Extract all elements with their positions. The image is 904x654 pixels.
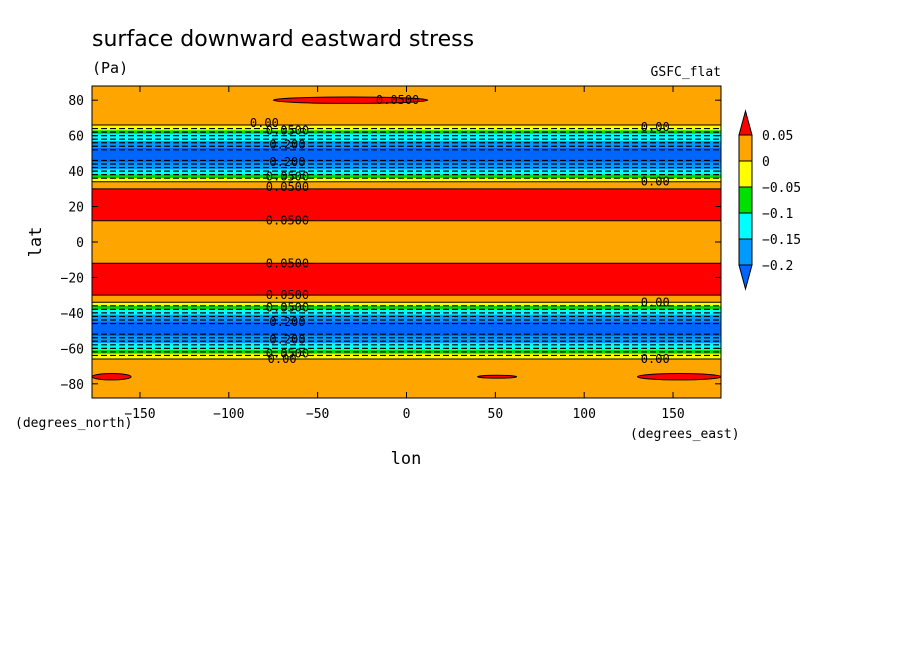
colorbar-label: −0.1	[762, 207, 793, 222]
colorbar-extend-top	[738, 109, 753, 136]
contour-band	[92, 130, 721, 135]
chart-units: (Pa)	[92, 59, 128, 77]
contour-label: 0.00	[641, 295, 670, 309]
x-tick-label: 150	[661, 407, 684, 422]
contour-band	[92, 220, 721, 264]
contour-band	[92, 335, 721, 344]
contour-band	[92, 178, 721, 183]
contour-label: 0.0500	[266, 214, 309, 228]
x-tick-label: 50	[488, 407, 504, 422]
y-tick-label: 0	[76, 236, 84, 251]
contour-band	[92, 148, 721, 163]
contour-label: 0.200	[269, 315, 305, 329]
y-tick-label: 80	[68, 94, 84, 109]
colorbar: 0.05 0 −0.05 −0.1 −0.15 −0.2	[738, 109, 801, 291]
y-tick-label: 40	[68, 165, 84, 180]
colorbar-label: 0	[762, 155, 770, 170]
contour-label: 0.200	[269, 138, 305, 152]
contour-band	[92, 321, 721, 337]
y-tick-label: 20	[68, 201, 84, 216]
contour-band	[92, 343, 721, 351]
contour-band	[92, 314, 721, 323]
x-tick-label: 0	[403, 407, 411, 422]
x-axis-units: (degrees_east)	[630, 427, 740, 442]
y-axis-units: (degrees_north)	[15, 416, 132, 431]
contour-label: 0.0500	[266, 123, 309, 137]
x-tick-label: −50	[306, 407, 329, 422]
colorbar-segment	[738, 160, 753, 188]
contour-band	[92, 309, 721, 316]
y-tick-label: −20	[61, 271, 84, 286]
contour-label: 0.0500	[266, 180, 309, 194]
contour-band	[92, 188, 721, 222]
contour-label: 0.200	[269, 333, 305, 347]
contour-label: 0.00	[641, 352, 670, 366]
chart-source: GSFC_flat	[651, 65, 721, 80]
x-tick-label: −100	[213, 407, 244, 422]
contour-band	[92, 140, 721, 149]
contour-label: 0.00	[250, 116, 279, 130]
contour-label: 0.0500	[266, 347, 309, 361]
colorbar-label: 0.05	[762, 129, 793, 144]
contour-band	[92, 302, 721, 307]
contour-band	[92, 263, 721, 296]
colorbar-segment	[738, 186, 753, 214]
colorbar-label: −0.2	[762, 259, 793, 274]
contour-patch	[91, 373, 132, 381]
y-tick-label: −80	[61, 378, 84, 393]
contour-label: 0.00	[641, 175, 670, 189]
contour-band	[92, 305, 721, 310]
contour-band	[92, 86, 721, 126]
x-axis-label: lon	[391, 449, 422, 469]
contour-label: 0.0500	[266, 169, 309, 183]
contour-label: 0.0500	[266, 256, 309, 270]
colorbar-extend-bottom	[738, 264, 753, 291]
chart-title: surface downward eastward stress	[92, 27, 474, 52]
contour-label: 0.200	[269, 155, 305, 169]
contour-band	[92, 295, 721, 303]
contour-label: 0.00	[268, 352, 297, 366]
contour-label: 0.0500	[266, 288, 309, 302]
contour-band	[92, 359, 721, 399]
y-axis-label: lat	[26, 227, 46, 258]
colorbar-label: −0.15	[762, 233, 801, 248]
x-tick-label: −150	[124, 407, 155, 422]
contour-patch	[477, 374, 518, 379]
y-tick-label: −40	[61, 307, 84, 322]
contour-band	[92, 125, 721, 131]
contour-band	[92, 174, 721, 179]
contour-patch	[636, 373, 722, 381]
contour-band	[92, 181, 721, 190]
contour-label: 0.0500	[376, 93, 419, 107]
contour-band	[92, 353, 721, 360]
contour-band	[92, 169, 721, 176]
y-tick-label: −60	[61, 342, 84, 357]
colorbar-segment	[738, 212, 753, 240]
colorbar-label: −0.05	[762, 181, 801, 196]
contour-band	[92, 350, 721, 355]
colorbar-segment	[738, 238, 753, 266]
colorbar-segment	[738, 134, 753, 162]
contour-label: 0.0500	[266, 301, 309, 315]
contour-patch	[272, 96, 429, 104]
contour-label: 0.00	[641, 120, 670, 134]
y-tick-label: 60	[68, 130, 84, 145]
x-tick-label: 100	[572, 407, 595, 422]
contour-band	[92, 162, 721, 170]
contour-band	[92, 133, 721, 142]
